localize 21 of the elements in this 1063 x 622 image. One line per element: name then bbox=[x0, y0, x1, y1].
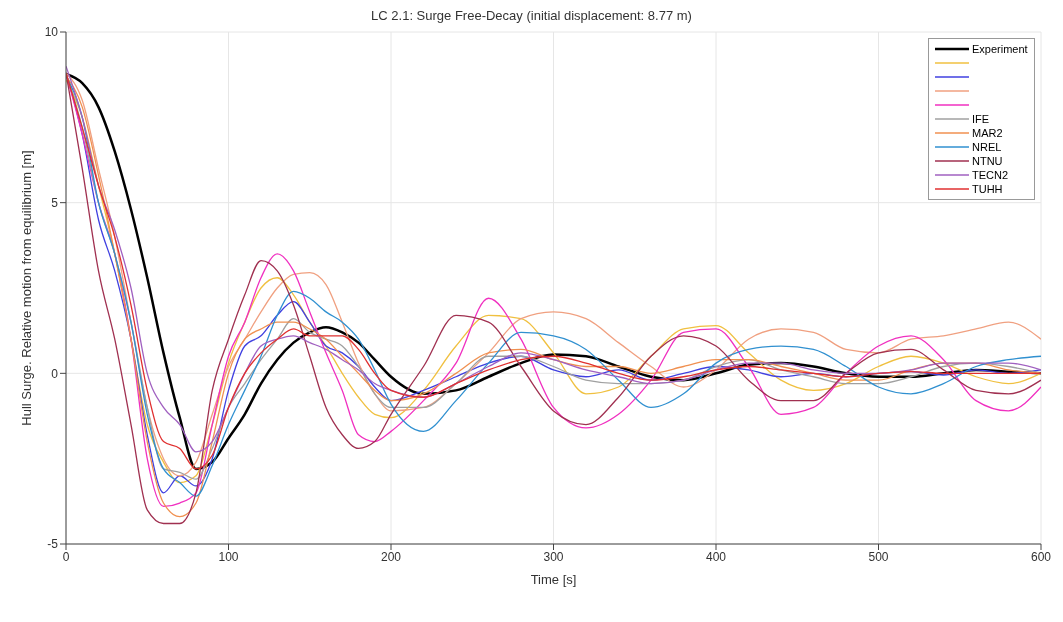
y-axis-title: Hull Surge. Relative motion from equilibrium [m] bbox=[18, 150, 34, 426]
x-tick-label: 100 bbox=[218, 549, 239, 564]
legend-label: IFE bbox=[972, 112, 991, 126]
chart-title: LC 2.1: Surge Free-Decay (initial displacement: 8.77 m) bbox=[370, 8, 693, 25]
legend-label: Experiment bbox=[972, 42, 1028, 56]
legend-label: MAR2 bbox=[972, 126, 1004, 140]
x-tick-label: 400 bbox=[705, 549, 727, 564]
legend-label: NREL bbox=[972, 140, 1003, 154]
y-tick-label: 5 bbox=[51, 195, 59, 210]
legend-label: NTNU bbox=[972, 154, 1004, 168]
x-axis-title: Time [s] bbox=[530, 572, 577, 587]
legend-label: TECN2 bbox=[972, 168, 1010, 182]
x-tick-label: 200 bbox=[380, 549, 402, 564]
x-tick-label: 300 bbox=[543, 549, 564, 564]
x-tick-label: 500 bbox=[868, 549, 889, 564]
legend-label: TUHH bbox=[972, 182, 1004, 196]
x-tick-label: 0 bbox=[62, 549, 70, 564]
x-tick-label: 600 bbox=[1030, 549, 1052, 564]
y-tick-label: -5 bbox=[47, 537, 59, 552]
y-tick-label: 10 bbox=[44, 25, 59, 40]
y-tick-label: 0 bbox=[51, 366, 59, 381]
